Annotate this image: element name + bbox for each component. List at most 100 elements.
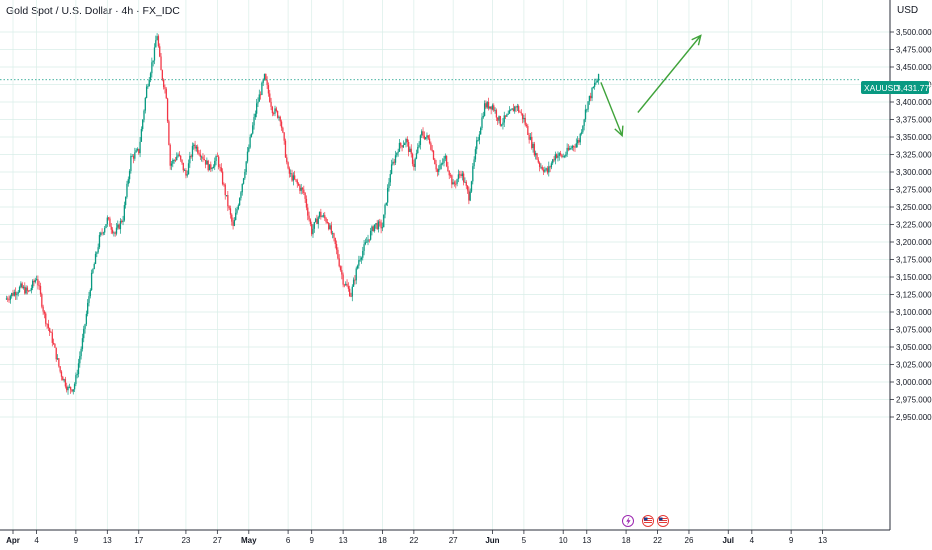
candle-body	[101, 232, 103, 234]
candle-body	[430, 143, 432, 150]
candle-body	[218, 156, 220, 167]
candle-body	[274, 108, 276, 114]
y-tick-label: 3,050.000	[896, 343, 932, 352]
candle-body	[240, 192, 242, 199]
candle-body	[536, 153, 538, 160]
candle-body	[296, 180, 298, 184]
candle-body	[307, 207, 309, 216]
candle-body	[352, 279, 355, 287]
candle-body	[177, 154, 179, 157]
candle-body	[448, 171, 450, 176]
candle-body	[583, 119, 585, 126]
candle-body	[18, 287, 21, 293]
projection-arrow-down[interactable]	[600, 82, 623, 136]
candle-body	[533, 143, 536, 156]
chart-grid	[0, 0, 890, 530]
candle-body	[409, 148, 411, 152]
candle-body	[562, 156, 564, 158]
candle-body	[375, 223, 377, 225]
candle-body	[377, 221, 380, 230]
candle-body	[355, 268, 357, 281]
candle-body	[294, 175, 296, 180]
candle-body	[34, 279, 36, 283]
candle-body	[360, 257, 363, 260]
candle-body	[267, 85, 270, 94]
candle-body	[67, 386, 69, 391]
candle-body	[256, 103, 258, 114]
candle-body	[354, 279, 356, 281]
candle-body	[317, 217, 319, 224]
candle-body	[216, 155, 219, 157]
candle-body	[309, 219, 312, 225]
candle-body	[231, 214, 233, 222]
candle-body	[114, 232, 116, 234]
candle-body	[356, 265, 359, 269]
candle-body	[444, 155, 446, 159]
candle-body	[321, 216, 323, 218]
projection-arrow-up[interactable]	[637, 35, 702, 113]
candle-body	[392, 161, 394, 165]
candle-body	[126, 183, 128, 197]
candle-body	[546, 168, 549, 173]
candle-body	[79, 356, 81, 364]
y-tick-label: 3,100.000	[896, 308, 932, 317]
y-tick-label: 3,150.000	[896, 273, 932, 282]
candle-body	[371, 226, 373, 231]
candle-body	[537, 159, 539, 163]
candle-body	[168, 121, 170, 145]
candle-body	[238, 198, 241, 206]
candle-body	[20, 283, 22, 288]
candle-body	[461, 173, 463, 177]
candle-body	[113, 232, 115, 234]
candle-body	[567, 147, 570, 150]
candle-body	[219, 166, 221, 168]
x-tick-label: 22	[409, 536, 418, 545]
candle-body	[465, 181, 467, 186]
candle-body	[288, 168, 291, 174]
candle-body	[198, 152, 200, 155]
candle-body	[170, 163, 173, 166]
us-flag-icon[interactable]	[642, 515, 654, 527]
candle-body	[497, 117, 499, 121]
candle-body	[411, 153, 414, 164]
candle-body	[439, 164, 441, 169]
candle-body	[529, 136, 532, 140]
candle-body	[178, 154, 181, 156]
event-markers[interactable]	[622, 515, 669, 527]
y-tick-label: 3,400.000	[896, 98, 932, 107]
candle-body	[541, 166, 543, 170]
candle-body	[345, 283, 347, 285]
candle-body	[469, 191, 471, 201]
projection-arrows[interactable]	[600, 34, 702, 138]
candle-body	[506, 114, 508, 117]
candle-body	[524, 117, 526, 125]
candle-body	[414, 158, 416, 167]
candle-body	[118, 224, 120, 230]
candle-body	[90, 272, 93, 291]
candle-body	[173, 160, 175, 161]
candle-body	[261, 82, 263, 95]
candle-body	[194, 144, 196, 149]
y-tick-label: 3,000.000	[896, 378, 932, 387]
candle-body	[540, 166, 542, 168]
candle-body	[76, 374, 78, 376]
candle-body	[351, 286, 353, 297]
candle-body	[248, 147, 250, 152]
candle-body	[81, 338, 84, 349]
candle-body	[556, 154, 558, 158]
candle-body	[185, 170, 187, 176]
candle-body	[134, 152, 136, 159]
candle-body	[358, 260, 360, 266]
us-flag-icon[interactable]	[657, 515, 669, 527]
candle-body	[372, 226, 374, 232]
candle-body	[326, 222, 329, 224]
candle-body	[107, 217, 110, 219]
candle-body	[384, 204, 386, 215]
candle-body	[422, 131, 424, 136]
candle-body	[579, 133, 581, 143]
candle-body	[153, 47, 156, 61]
flash-icon[interactable]	[622, 515, 634, 527]
x-tick-label: 13	[582, 536, 591, 545]
candle-body	[434, 159, 436, 165]
